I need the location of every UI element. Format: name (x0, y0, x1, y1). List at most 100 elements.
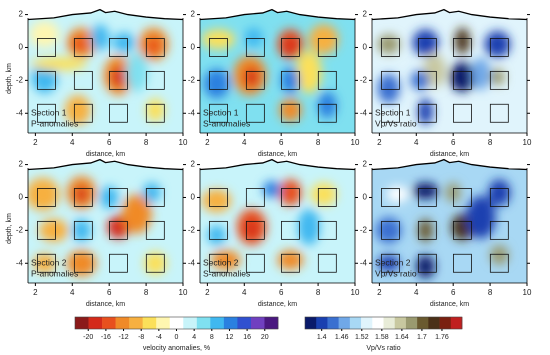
test-square (453, 220, 472, 240)
colorbar-swatch (169, 317, 184, 329)
anomaly (142, 182, 161, 203)
anomaly (455, 27, 470, 55)
test-square (209, 38, 228, 57)
test-square (489, 220, 509, 240)
colorbar-swatch (439, 317, 452, 329)
x-tick-label: 4 (414, 138, 419, 147)
test-square (209, 253, 228, 273)
y-axis-label: depth, km (6, 213, 13, 244)
anomaly (33, 253, 56, 274)
test-square (245, 220, 265, 240)
colorbar-swatch (417, 317, 429, 329)
test-square (37, 103, 56, 123)
colorbar-swatch (196, 317, 211, 329)
x-tick-label: 4 (242, 288, 247, 297)
test-square (145, 103, 165, 123)
anomaly (295, 50, 322, 94)
y-tick-label: -4 (360, 108, 368, 117)
anomaly (31, 57, 88, 71)
test-square (73, 188, 93, 207)
section-name: Section 1 (31, 107, 67, 117)
x-tick-label: 10 (523, 288, 532, 297)
test-square (489, 70, 509, 90)
topography (27, 158, 184, 171)
test-square (317, 38, 337, 57)
test-square (453, 70, 472, 90)
anomaly (72, 35, 88, 53)
anomaly (283, 37, 297, 55)
panel-field (200, 158, 355, 283)
colorbar-swatch (129, 317, 143, 329)
anomaly (386, 185, 409, 203)
test-square (381, 38, 400, 57)
test-square (453, 188, 472, 207)
x-axis-label: distance, km (430, 301, 469, 308)
colorbar-tick-label: 1.4 (317, 334, 327, 341)
test-square (417, 253, 437, 273)
colorbar-tick-label: 20 (261, 334, 269, 341)
test-square (109, 70, 128, 90)
colorbar-swatch (75, 317, 89, 329)
anomaly (201, 29, 236, 50)
y-tick-label: -4 (360, 258, 368, 267)
colorbar-tick-label: 1.58 (375, 334, 389, 341)
panel-field (28, 158, 183, 283)
y-tick-label: 0 (19, 193, 24, 202)
test-square (489, 38, 509, 57)
x-tick-label: 6 (451, 288, 456, 297)
colorbar-swatch (428, 317, 440, 329)
anomaly (377, 73, 400, 104)
anomaly (423, 54, 446, 87)
colorbar-swatch (102, 317, 116, 329)
colorbar-swatch (223, 317, 238, 329)
topography (27, 8, 184, 21)
x-tick-label: 6 (107, 288, 112, 297)
anomaly (416, 255, 435, 279)
y-tick-label: -4 (16, 258, 24, 267)
colorbar-swatch (338, 317, 351, 329)
colorbar-tick-label: 1.7 (417, 334, 427, 341)
test-square (453, 103, 472, 123)
colorbar-swatch (383, 317, 396, 329)
x-tick-label: 6 (279, 288, 284, 297)
x-tick-label: 2 (33, 138, 38, 147)
colorbar-swatch (210, 317, 225, 329)
test-square (245, 253, 265, 273)
anomaly (279, 98, 302, 122)
x-tick-label: 8 (316, 288, 321, 297)
colorbar-tick-label: 12 (226, 334, 234, 341)
colorbar-tick-label: 8 (210, 334, 214, 341)
x-tick-label: 10 (179, 138, 188, 147)
section-name: Section 1 (375, 107, 411, 117)
test-square (37, 188, 56, 207)
test-square (453, 38, 472, 57)
panel-label: P-anomalies (31, 268, 78, 278)
topography (371, 158, 528, 171)
y-tick-label: 0 (191, 193, 196, 202)
section-name: Section 2 (375, 257, 411, 267)
test-square (245, 103, 265, 123)
anomaly (211, 250, 241, 270)
y-tick-label: -2 (360, 225, 368, 234)
colorbar-swatch (450, 317, 463, 329)
x-axis-label: distance, km (86, 151, 125, 158)
test-square (281, 253, 300, 273)
colorbar-swatch (305, 317, 317, 329)
test-square (109, 38, 128, 57)
test-square (489, 253, 509, 273)
x-tick-label: 4 (70, 288, 75, 297)
anomaly (418, 218, 433, 242)
y-tick-label: 2 (363, 160, 368, 169)
anomaly (279, 179, 302, 206)
x-tick-label: 8 (144, 138, 149, 147)
x-tick-label: 10 (523, 138, 532, 147)
x-axis-label: distance, km (86, 301, 125, 308)
x-tick-label: 2 (205, 288, 210, 297)
anomaly (418, 98, 433, 125)
anomaly (318, 91, 337, 119)
anomaly (125, 52, 148, 92)
y-tick-label: -4 (188, 258, 196, 267)
test-square (209, 103, 228, 123)
colorbar-tick-label: -4 (156, 334, 162, 341)
test-square (381, 70, 400, 90)
